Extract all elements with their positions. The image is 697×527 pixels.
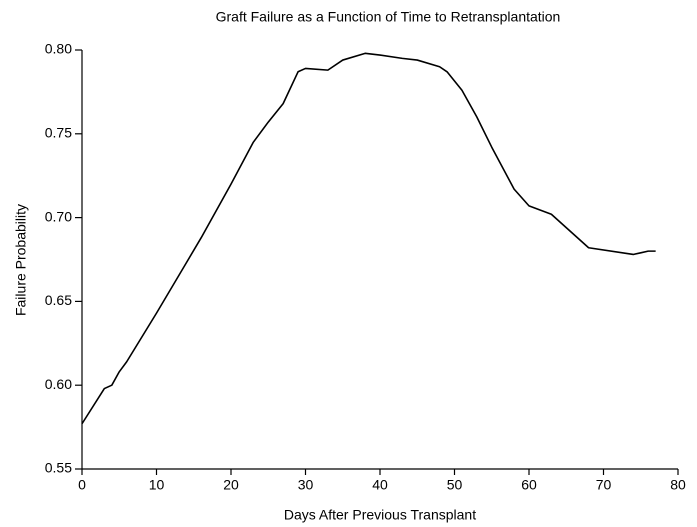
x-tick-label: 20 [223,477,239,493]
x-tick-label: 10 [149,477,165,493]
y-tick-label: 0.55 [45,460,72,476]
x-tick-label: 70 [596,477,612,493]
y-tick-label: 0.65 [45,292,72,308]
y-tick-label: 0.75 [45,125,72,141]
x-tick-label: 80 [670,477,686,493]
x-axis-label: Days After Previous Transplant [284,507,476,523]
y-tick-label: 0.80 [45,41,72,57]
y-axis-label: Failure Probability [13,204,29,316]
x-tick-label: 40 [372,477,388,493]
x-tick-label: 60 [521,477,537,493]
y-tick-label: 0.70 [45,208,72,224]
x-tick-label: 30 [298,477,314,493]
x-tick-label: 0 [78,477,86,493]
chart-title: Graft Failure as a Function of Time to R… [216,9,561,25]
y-tick-label: 0.60 [45,376,72,392]
x-tick-label: 50 [447,477,463,493]
data-line [81,52,656,425]
